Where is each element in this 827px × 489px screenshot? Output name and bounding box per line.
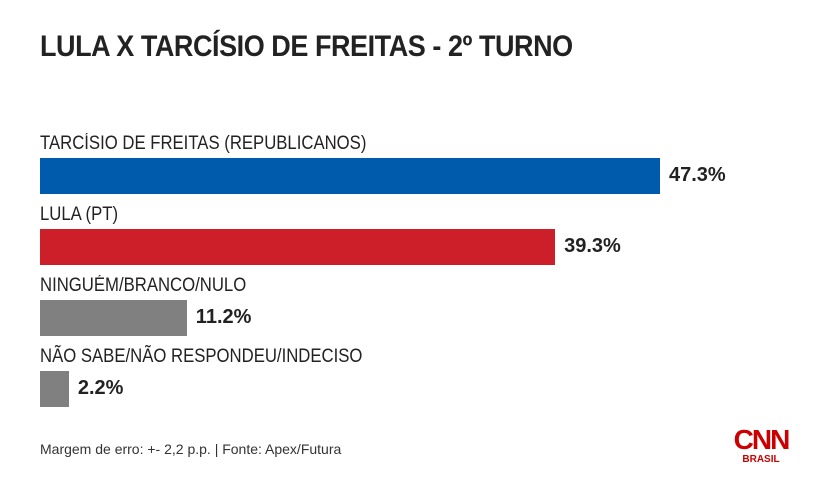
category-label: TARCÍSIO DE FREITAS (REPUBLICANOS) (40, 133, 367, 154)
value-label: 39.3% (564, 235, 621, 257)
value-label: 2.2% (77, 377, 124, 399)
value-label: 47.3% (669, 164, 726, 186)
chart-title: LULA X TARCÍSIO DE FREITAS - 2º TURNO (40, 30, 573, 63)
cnn-brasil-logo: CNN BRASIL (731, 424, 791, 466)
logo-subtext: BRASIL (742, 454, 780, 465)
source-note: Margem de erro: +- 2,2 p.p. | Fonte: Ape… (40, 441, 342, 457)
bar (40, 300, 187, 336)
bar (40, 229, 556, 265)
category-label: LULA (PT) (40, 204, 119, 225)
category-label: NINGUÉM/BRANCO/NULO (40, 275, 247, 296)
logo-text: CNN (733, 424, 791, 455)
bar (40, 158, 660, 194)
value-label: 11.2% (195, 306, 252, 328)
bar (40, 371, 69, 407)
category-label: NÃO SABE/NÃO RESPONDEU/INDECISO (40, 346, 363, 367)
